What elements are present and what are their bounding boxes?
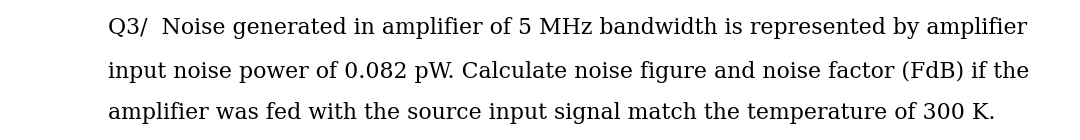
Text: Q3/  Noise generated in amplifier of 5 MHz bandwidth is represented by amplifier: Q3/ Noise generated in amplifier of 5 MH… [108,17,1027,39]
Text: input noise power of 0.082 pW. Calculate noise figure and noise factor (FdB) if : input noise power of 0.082 pW. Calculate… [108,61,1029,83]
Text: amplifier was fed with the source input signal match the temperature of 300 K.: amplifier was fed with the source input … [108,102,996,124]
